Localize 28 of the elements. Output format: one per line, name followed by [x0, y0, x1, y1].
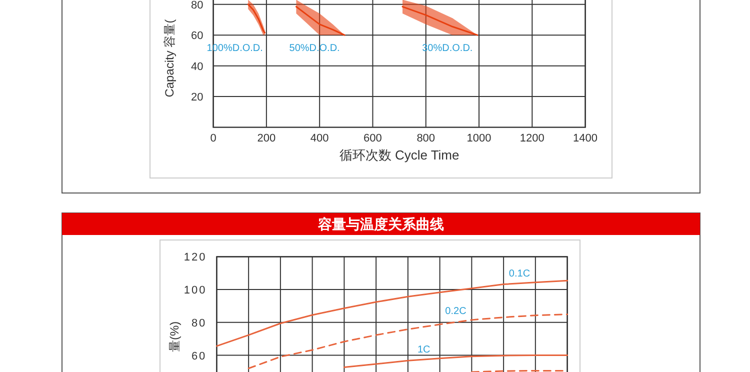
- y-tick-label: 60: [191, 30, 204, 42]
- series-label: 0.1C: [508, 268, 530, 280]
- line-series: [402, 6, 478, 36]
- x-tick-label: 0: [210, 132, 216, 144]
- line-series: [216, 280, 568, 347]
- y-axis-title: Capacity 容量(: [162, 19, 176, 98]
- x-tick-label: 200: [257, 132, 276, 144]
- y-axis-title: 量(%): [168, 321, 182, 352]
- x-tick-label: 1000: [466, 132, 492, 144]
- chart-title: 容量与温度关系曲线: [317, 216, 444, 232]
- y-tick-label: 100: [184, 284, 207, 297]
- series-label: 1C: [417, 344, 430, 356]
- line-series: [248, 314, 568, 370]
- x-tick-label: 1400: [573, 132, 598, 144]
- x-tick-label: 800: [416, 132, 436, 144]
- y-tick-label: 80: [191, 0, 204, 12]
- y-tick-label: 60: [191, 350, 207, 362]
- y-tick-label: 40: [191, 60, 204, 73]
- y-tick-label: 80: [191, 317, 207, 330]
- x-tick-label: 600: [364, 132, 382, 144]
- line-series: [295, 6, 346, 36]
- line-series: [343, 354, 568, 368]
- series-label: 0.2C: [445, 306, 466, 317]
- x-tick-label: 1200: [520, 132, 544, 144]
- x-tick-label: 400: [310, 132, 329, 144]
- x-axis-title: 循环次数 Cycle Time: [339, 147, 460, 162]
- y-tick-label: 120: [184, 252, 207, 264]
- y-tick-label: 20: [191, 92, 204, 104]
